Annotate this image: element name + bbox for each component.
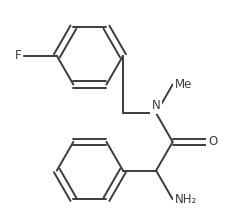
Text: N: N: [152, 99, 161, 112]
Text: NH₂: NH₂: [175, 193, 197, 206]
Text: O: O: [208, 135, 217, 148]
Text: F: F: [15, 49, 22, 62]
Text: Me: Me: [175, 78, 192, 91]
